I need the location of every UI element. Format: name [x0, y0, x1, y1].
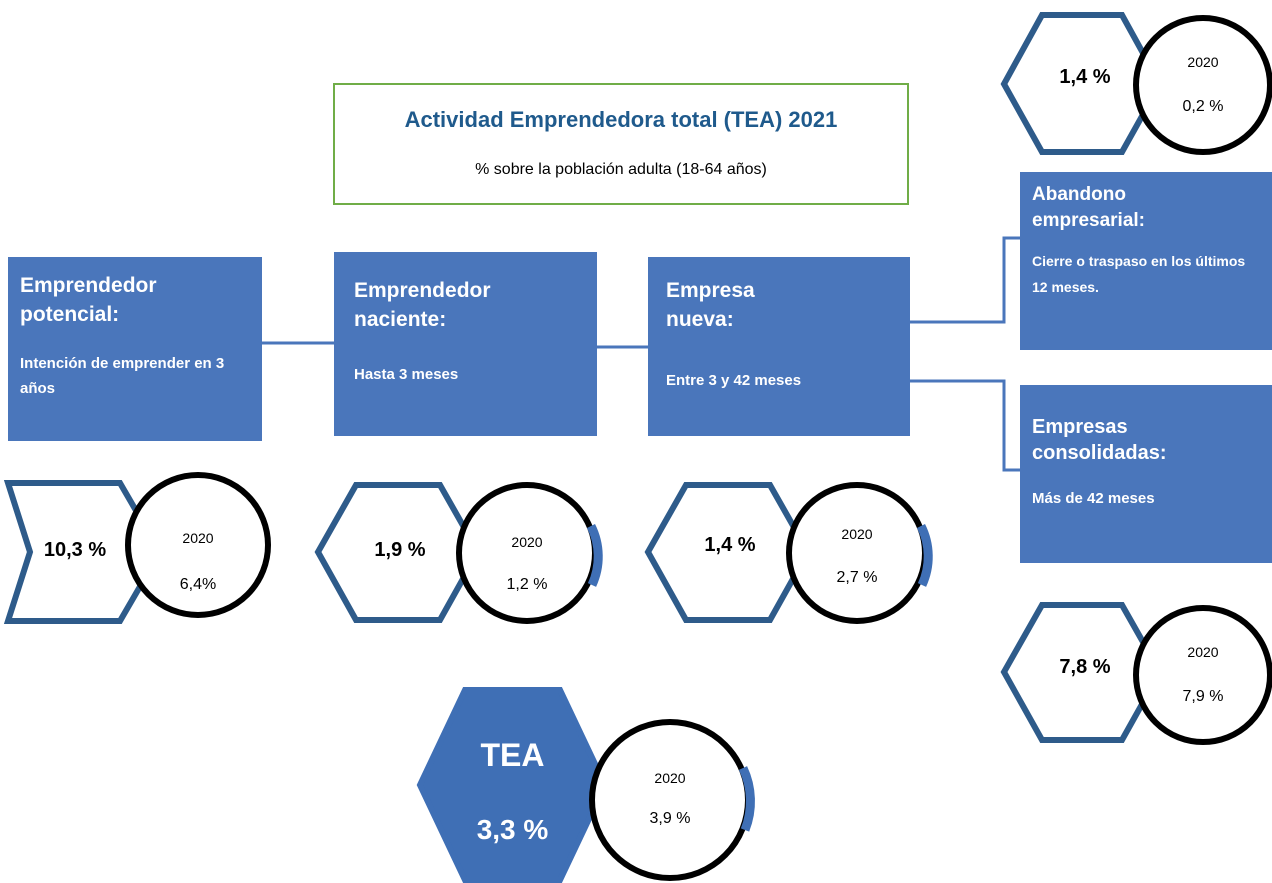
hexagon [1000, 602, 1164, 743]
connector [910, 236, 1020, 324]
stage-box [648, 257, 910, 436]
stage-heading: Empresa nueva: [666, 279, 755, 331]
stage-value: 10,3 % [43, 539, 107, 561]
hexagon [1000, 12, 1164, 155]
tea-value: 3,3 % [476, 814, 549, 845]
prior-year: 2020 [182, 530, 214, 546]
stage-box [1020, 385, 1272, 563]
connectors [262, 236, 1020, 472]
stage-boxes [8, 172, 1272, 563]
stage: Empresa nueva: Entre 3 y 42 meses [648, 262, 910, 407]
circle [1133, 605, 1272, 745]
stage-box [1020, 172, 1272, 350]
title: Actividad Emprendedora total (TEA) 2021 [404, 107, 838, 132]
prior-value: 3,9 % [649, 810, 691, 827]
circle [786, 482, 928, 624]
stage-heading: Emprendedor naciente: [354, 279, 491, 331]
prior-value: 7,9 % [1182, 688, 1224, 705]
tea-label: TEA [480, 736, 545, 773]
arc-accent [738, 766, 755, 832]
circle [456, 482, 598, 624]
circles [125, 15, 1272, 881]
hexagons [3, 12, 1164, 883]
stage-description: Intención de emprender en 3 años [20, 355, 225, 397]
circle [125, 472, 271, 618]
hexagon [314, 482, 482, 623]
hexagon [3, 480, 164, 624]
stage-heading: Emprendedor potencial: [20, 274, 157, 326]
stage-value: 7,8 % [1059, 655, 1111, 678]
stage-description: Más de 42 meses [1032, 490, 1155, 507]
stage-value: 1,4 % [1059, 65, 1111, 88]
prior-value: 6,4% [179, 576, 217, 593]
prior-value: 2,7 % [836, 569, 878, 586]
prior-year: 2020 [1187, 644, 1219, 660]
stage-heading: Empresas consolidadas: [1032, 416, 1167, 464]
prior-value: 0,2 % [1182, 98, 1224, 115]
stage-value: 1,9 % [374, 538, 426, 561]
stage-description: Cierre o traspaso en los últimos 12 mese… [1032, 253, 1246, 295]
subtitle: % sobre la población adulta (18-64 años) [475, 161, 767, 178]
stage: Empresas consolidadas: Más de 42 meses [1020, 400, 1272, 525]
stage-heading: Abandono empresarial: [1032, 184, 1146, 231]
stage: Emprendedor naciente: Hasta 3 meses [334, 262, 597, 401]
prior-year: 2020 [654, 770, 686, 786]
title-box [333, 83, 909, 205]
arc-accents [586, 523, 933, 832]
stage-description: Entre 3 y 42 meses [666, 372, 802, 389]
circle [589, 719, 751, 881]
stage-box [334, 252, 597, 436]
prior-value: 1,2 % [506, 576, 548, 593]
stage-value: 1,4 % [704, 533, 756, 556]
prior-year: 2020 [511, 534, 543, 550]
circle [1133, 15, 1272, 155]
tea-hexagon [416, 687, 609, 883]
stage: Abandono empresarial: Cierre o traspaso … [1020, 172, 1272, 314]
stage-description: Hasta 3 meses [354, 366, 459, 383]
prior-year: 2020 [841, 526, 873, 542]
connector [910, 379, 1020, 472]
stage: Emprendedor potencial: Intención de empr… [8, 257, 262, 415]
hexagon [644, 482, 812, 623]
prior-year: 2020 [1187, 54, 1219, 70]
arc-accent [916, 523, 933, 587]
stage-box [8, 257, 262, 441]
arc-accent [586, 523, 603, 587]
